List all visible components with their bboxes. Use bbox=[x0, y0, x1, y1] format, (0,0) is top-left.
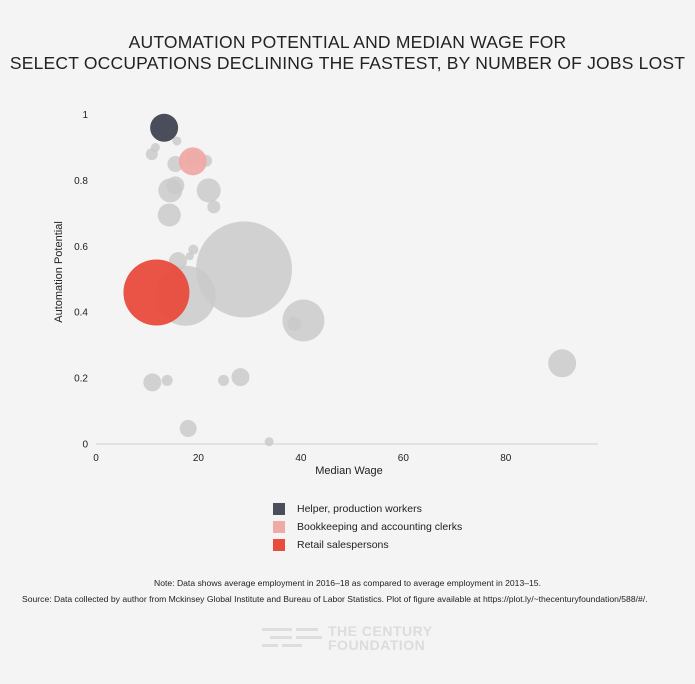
source-text: Source: Data collected by author from Mc… bbox=[22, 594, 648, 604]
bubble-occupation[interactable] bbox=[287, 316, 302, 331]
y-tick-label: 0.4 bbox=[74, 308, 88, 319]
bubble-occupation[interactable] bbox=[196, 221, 293, 318]
x-tick-label: 0 bbox=[93, 453, 99, 464]
legend-item-retail: Retail salespersons bbox=[273, 536, 462, 554]
logo-text: THE CENTURY FOUNDATION bbox=[328, 624, 433, 652]
logo-mark-icon bbox=[262, 627, 322, 649]
y-tick-label: 0.6 bbox=[74, 242, 88, 253]
y-tick-label: 0.8 bbox=[74, 176, 88, 187]
legend-swatch-retail bbox=[273, 539, 285, 551]
bubble-occupation[interactable] bbox=[172, 136, 182, 146]
bubble-occupation[interactable] bbox=[188, 244, 199, 255]
legend-swatch-helper bbox=[273, 503, 285, 515]
chart-title-line-2: SELECT OCCUPATIONS DECLINING THE FASTEST… bbox=[9, 53, 686, 73]
bubble-occupation[interactable] bbox=[185, 252, 194, 261]
bubble-occupation[interactable] bbox=[157, 203, 181, 227]
x-tick-label: 20 bbox=[193, 453, 205, 464]
logo-text-line-1: THE CENTURY bbox=[328, 623, 433, 639]
legend-label-retail: Retail salespersons bbox=[297, 539, 389, 551]
bubble-occupation[interactable] bbox=[207, 200, 221, 214]
y-tick-label: 0 bbox=[82, 440, 88, 451]
chart-title: AUTOMATION POTENTIAL AND MEDIAN WAGE FOR… bbox=[0, 32, 695, 74]
y-tick-label: 0.2 bbox=[74, 374, 88, 385]
bubble-retail[interactable] bbox=[123, 259, 190, 326]
bubble-occupation[interactable] bbox=[218, 374, 230, 386]
chart-title-line-1: AUTOMATION POTENTIAL AND MEDIAN WAGE FOR bbox=[128, 32, 567, 52]
note-text: Note: Data shows average employment in 2… bbox=[154, 578, 541, 588]
x-axis-label: Median Wage bbox=[315, 465, 382, 477]
century-foundation-logo: THE CENTURY FOUNDATION bbox=[262, 624, 433, 652]
logo-text-line-2: FOUNDATION bbox=[328, 637, 426, 653]
x-tick-label: 60 bbox=[398, 453, 410, 464]
legend: Helper, production workers Bookkeeping a… bbox=[273, 500, 462, 554]
legend-label-bookkeeping: Bookkeeping and accounting clerks bbox=[297, 521, 463, 533]
bubble-occupation[interactable] bbox=[166, 176, 185, 195]
bubble-occupation[interactable] bbox=[196, 178, 221, 203]
y-tick-label: 1 bbox=[82, 110, 88, 121]
bubble-occupation[interactable] bbox=[143, 373, 162, 392]
bubble-occupation[interactable] bbox=[264, 437, 274, 447]
bubble-occupation[interactable] bbox=[161, 374, 173, 386]
bubble-occupation[interactable] bbox=[282, 299, 325, 342]
bubble-occupation[interactable] bbox=[179, 420, 197, 438]
y-axis-label: Automation Potential bbox=[53, 221, 65, 323]
bubble-helper[interactable] bbox=[150, 113, 179, 142]
legend-item-helper: Helper, production workers bbox=[273, 500, 462, 518]
bubble-occupation[interactable] bbox=[231, 368, 250, 387]
footnotes: Note: Data shows average employment in 2… bbox=[0, 575, 695, 607]
x-tick-label: 80 bbox=[500, 453, 512, 464]
legend-swatch-bookkeeping bbox=[273, 521, 285, 533]
legend-item-bookkeeping: Bookkeeping and accounting clerks bbox=[273, 518, 462, 536]
x-tick-label: 40 bbox=[295, 453, 307, 464]
bubble-occupation[interactable] bbox=[548, 349, 577, 378]
legend-label-helper: Helper, production workers bbox=[297, 503, 422, 515]
bubble-occupation[interactable] bbox=[150, 143, 160, 153]
bubble-bookkeeping[interactable] bbox=[178, 147, 207, 176]
